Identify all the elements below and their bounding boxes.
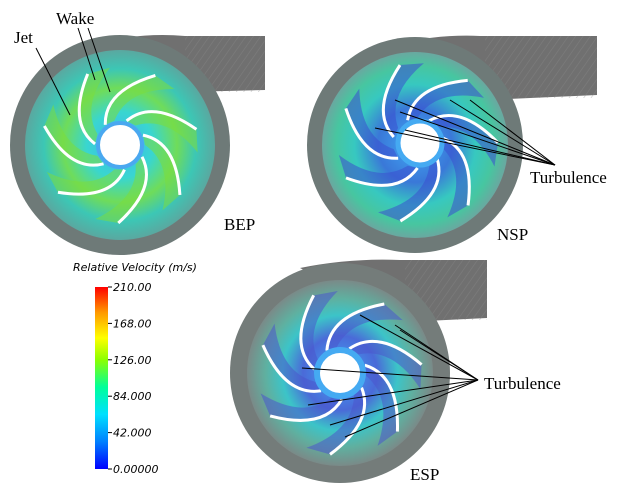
blade-passage	[300, 291, 338, 370]
impeller-blade	[125, 110, 198, 131]
nsp-turbulence-arrows	[374, 99, 556, 166]
colorbar: Relative Velocity (m/s) 210.00 168.00 126.…	[73, 261, 197, 476]
impeller-blade	[117, 156, 148, 225]
colorbar-tick-label: 168.00	[113, 317, 152, 330]
blade-passage	[407, 80, 485, 121]
colorbar-tick-label: 0.00000	[113, 463, 159, 476]
esp-label: ESP	[410, 465, 439, 484]
blade-passage	[345, 88, 399, 159]
blade-passage	[326, 303, 403, 351]
bep-hub	[96, 121, 144, 169]
esp-turbulence-label: Turbulence	[484, 374, 561, 393]
nsp-turbulence-label: Turbulence	[530, 168, 607, 187]
bep-impeller-blades	[43, 67, 198, 225]
blade-passage	[338, 155, 418, 186]
blade-passage	[306, 387, 365, 455]
colorbar-tick-label: 210.00	[113, 281, 152, 294]
colorbar-tick-label: 84.000	[113, 390, 152, 403]
colorbar-ticks: 210.00 168.00 126.00 84.000 42.000 0.00000	[108, 281, 159, 476]
impeller-blade	[142, 133, 182, 196]
wake-arrow-1	[77, 27, 96, 81]
nsp-impeller-blades	[338, 63, 500, 223]
blade-passage	[126, 111, 198, 153]
blade-passage	[260, 393, 343, 421]
impeller-blade	[364, 363, 399, 432]
blade-passage	[349, 341, 422, 390]
blade-passage	[383, 63, 424, 137]
impeller-blade	[441, 136, 471, 206]
impeller-blade	[261, 344, 322, 393]
esp-hub	[314, 347, 366, 399]
jet-label: Jet	[14, 28, 33, 47]
nsp-hub	[395, 118, 445, 168]
colorbar-title: Relative Velocity (m/s)	[73, 261, 197, 274]
impeller-blade	[406, 78, 468, 121]
impeller-blade	[77, 73, 96, 146]
nsp-label: NSP	[497, 225, 528, 244]
colorbar-tick-label: 42.000	[113, 427, 152, 440]
impeller-blade	[381, 64, 402, 138]
blade-passage	[142, 135, 180, 211]
colorbar-tick-label: 126.00	[113, 354, 152, 367]
blade-passage	[44, 104, 104, 166]
impeller-blade	[399, 158, 441, 223]
impeller-blade	[428, 113, 500, 144]
bep-label: BEP	[224, 215, 255, 234]
impeller-blade	[325, 302, 385, 351]
impeller-blade	[345, 167, 419, 187]
colorbar-gradient	[95, 287, 108, 469]
wake-label: Wake	[56, 9, 94, 28]
esp-panel: ESP Turbulence	[230, 259, 561, 484]
nsp-panel: NSP Turbulence	[307, 35, 607, 253]
blade-passage	[378, 158, 439, 222]
bep-panel: BEP Jet Wake	[10, 9, 265, 255]
blade-passage	[262, 323, 322, 392]
wake-arrow-2	[87, 27, 111, 93]
impeller-blade	[348, 339, 423, 366]
impeller-blade	[344, 107, 399, 160]
blade-passage	[79, 67, 111, 144]
impeller-blade	[269, 398, 344, 422]
esp-impeller-blades	[260, 291, 423, 456]
impeller-blade	[299, 294, 316, 371]
impeller-blade	[43, 125, 104, 167]
esp-turbulence-arrows	[301, 314, 479, 438]
impeller-blade	[103, 74, 156, 125]
jet-arrow	[35, 47, 71, 116]
impeller-blade	[57, 168, 126, 196]
impeller-blade	[329, 386, 367, 456]
blade-passage	[105, 75, 175, 125]
